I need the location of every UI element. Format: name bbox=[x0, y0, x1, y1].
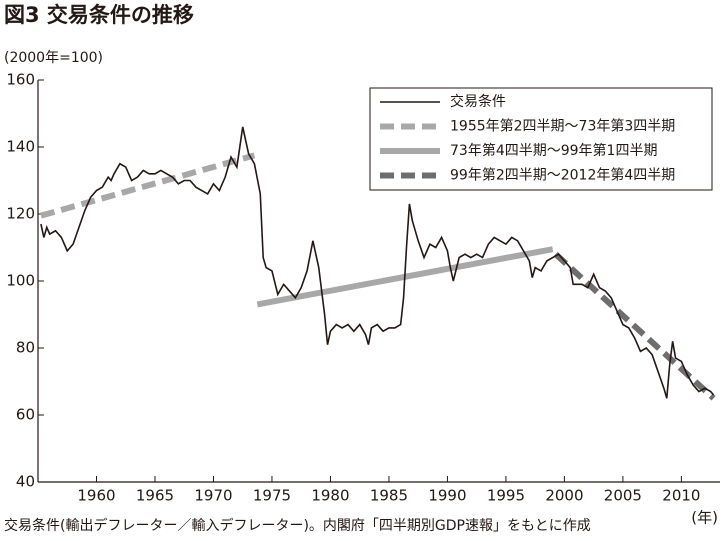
footnote: 交易条件(輸出デフレーター／輸入デフレーター)。内閣府「四半期別GDP速報」をも… bbox=[4, 517, 591, 534]
x-tick-label: 1980 bbox=[311, 487, 349, 505]
x-tick-label: 1965 bbox=[136, 487, 174, 505]
y-tick-label: 160 bbox=[6, 71, 35, 89]
x-tick-label: 1970 bbox=[194, 487, 232, 505]
x-tick-label: 2010 bbox=[662, 487, 700, 505]
y-tick-label: 140 bbox=[6, 138, 35, 156]
chart-title: 図3 交易条件の推移 bbox=[4, 3, 194, 27]
x-tick-label: 1985 bbox=[370, 487, 408, 505]
y-tick-label: 120 bbox=[6, 205, 35, 223]
x-tick-label: 2005 bbox=[604, 487, 642, 505]
x-tick-label: 1975 bbox=[253, 487, 291, 505]
series-line bbox=[40, 126, 715, 399]
legend-label: 1955年第2四半期～73年第3四半期 bbox=[450, 118, 675, 135]
x-axis-label: (年) bbox=[691, 509, 718, 527]
x-tick-label: 2000 bbox=[545, 487, 583, 505]
y-tick-label: 100 bbox=[6, 272, 35, 290]
y-tick-label: 60 bbox=[16, 406, 35, 424]
legend-label: 99年第2四半期～2012年第4四半期 bbox=[450, 167, 675, 184]
x-tick-label: 1990 bbox=[428, 487, 466, 505]
legend-label: 73年第4四半期～99年第1四半期 bbox=[450, 142, 657, 159]
x-tick-label: 1995 bbox=[487, 487, 525, 505]
series-line bbox=[553, 251, 716, 401]
y-tick-label: 80 bbox=[16, 339, 35, 357]
y-tick-label: 40 bbox=[16, 473, 35, 491]
subtitle: (2000年=100) bbox=[4, 50, 103, 66]
legend-label: 交易条件 bbox=[450, 93, 506, 110]
x-tick-label: 1960 bbox=[77, 487, 115, 505]
series-line bbox=[40, 152, 256, 219]
